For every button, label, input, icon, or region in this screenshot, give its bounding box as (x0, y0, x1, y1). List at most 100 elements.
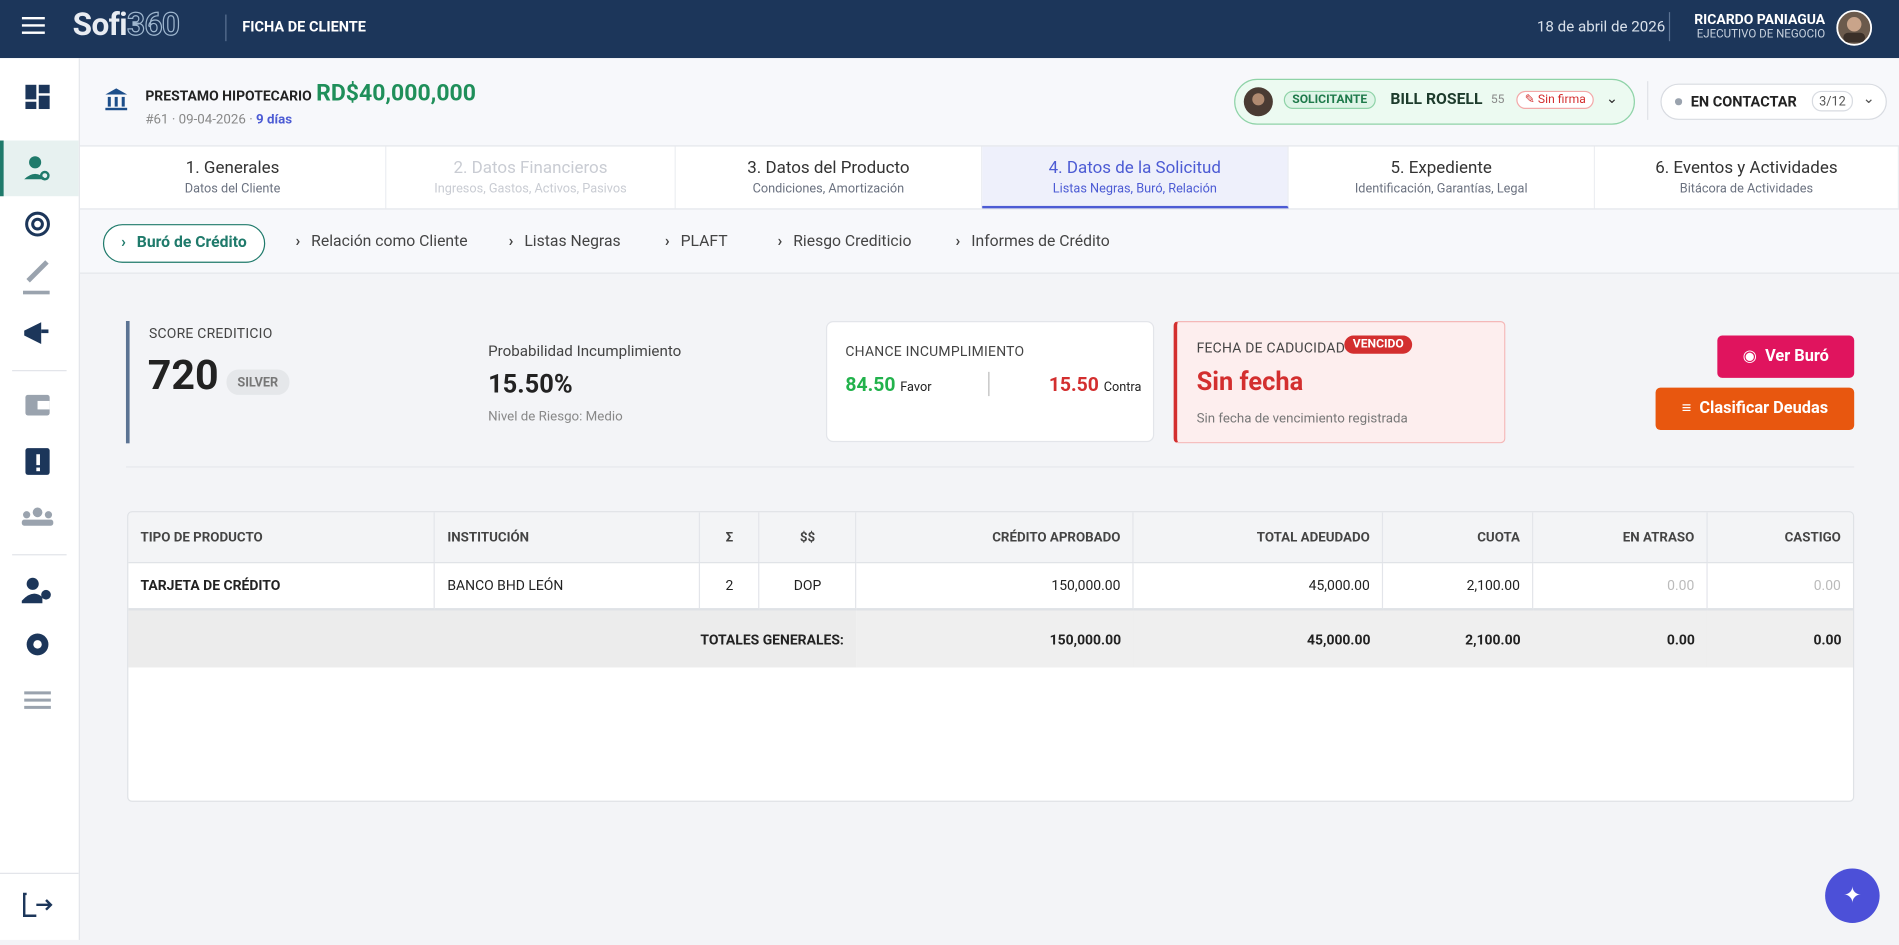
chance-favor: 84.50 Favor (845, 373, 931, 396)
favor-value: 84.50 (845, 373, 896, 397)
menu-icon[interactable] (21, 16, 46, 36)
score-tier: SILVER (226, 369, 290, 395)
user-role: EJECUTIVO DE NEGOCIO (1696, 27, 1826, 42)
subtab-label: Informes de Crédito (971, 232, 1110, 251)
status-step: 3/12 (1811, 90, 1854, 112)
table-cell: 2 (699, 562, 760, 611)
contra-label: Contra (1103, 379, 1142, 395)
applicant-age: 55 (1490, 93, 1505, 107)
tab-bar: 1. Generales Datos del Cliente 2. Datos Fi… (79, 146, 1899, 210)
score-value: 720 (147, 351, 219, 400)
totals-row: TOTALES GENERALES: 150,000.00 45,000.00 2,1… (128, 609, 1853, 668)
column-header: CRÉDITO APROBADO (855, 512, 1134, 563)
tab-title: 6. Eventos y Actividades (1655, 158, 1838, 179)
status-chip[interactable]: EN CONTACTAR 3/12 ⌄ (1660, 83, 1887, 120)
tab[interactable]: 5. Expediente Identificación, Garantías, … (1289, 146, 1596, 209)
column-header: CASTIGO (1707, 512, 1853, 563)
total-cell: 2,100.00 (1382, 609, 1533, 668)
table-cell: 45,000.00 (1133, 562, 1384, 611)
subtab[interactable]: › Riesgo Crediticio (778, 224, 912, 260)
view-bureau-text: Ver Buró (1765, 346, 1829, 366)
tab[interactable]: 3. Datos del Producto Condiciones, Amorti… (676, 146, 983, 209)
user-avatar[interactable] (1836, 9, 1873, 46)
assistant-button[interactable]: ✦ (1825, 868, 1880, 924)
header-row: TIPO DE PRODUCTO INSTITUCIÓN Σ $$ CRÉDITO AP… (128, 512, 1853, 563)
column-header: TIPO DE PRODUCTO (128, 512, 436, 563)
chance-card: CHANCE INCUMPLIMIENTO 84.50 Favor 15.50 … (825, 320, 1155, 443)
tab-subtitle: Bitácora de Actividades (1679, 180, 1814, 197)
total-cell: 0.00 (1532, 609, 1708, 668)
loan-product: PRESTAMO HIPOTECARIO (145, 87, 312, 105)
sidebar-icons (0, 84, 79, 917)
status-label: EN CONTACTAR (1690, 93, 1797, 111)
top-bar: Sofi360 FICHA DE CLIENTE 18 de abril de … (0, 0, 1899, 59)
section-title: FICHA DE CLIENTE (242, 18, 366, 36)
total-cell: 0.00 (1707, 609, 1853, 668)
expiry-value: Sin fecha (1196, 368, 1304, 398)
subtab[interactable]: › PLAFT (665, 224, 728, 260)
debts-table: TIPO DE PRODUCTO INSTITUCIÓN Σ $$ CRÉDITO AP… (128, 512, 1853, 668)
tab-subtitle: Ingresos, Gastos, Activos, Pasivos (434, 180, 627, 197)
applicant-role: SOLICITANTE (1283, 90, 1376, 110)
tab[interactable]: 6. Eventos y Actividades Bitácora de Acti… (1595, 146, 1899, 209)
loan-amount: RD$40,000,000 (316, 78, 476, 107)
subtab[interactable]: › Buró de Crédito (102, 224, 265, 263)
chance-contra: 15.50 Contra (1049, 373, 1142, 396)
favor-label: Favor (900, 379, 932, 395)
subtab-label: PLAFT (680, 232, 728, 251)
loan-bar: PRESTAMO HIPOTECARIO RD$40,000,000 #61 ·… (79, 58, 1899, 147)
tab-subtitle: Condiciones, Amortización (752, 180, 905, 197)
expiry-card: FECHA DE CADUCIDAD VENCIDO Sin fecha Sin… (1173, 320, 1506, 444)
brand-b: 360 (126, 7, 180, 45)
tab-subtitle: Listas Negras, Buró, Relación (1052, 180, 1217, 197)
tab[interactable]: 1. Generales Datos del Cliente (80, 146, 387, 209)
expiry-badge: VENCIDO (1344, 335, 1413, 354)
risk-level: Nivel de Riesgo: Medio (488, 408, 623, 424)
subtab[interactable]: › Informes de Crédito (956, 224, 1110, 260)
tab-title: 2. Datos Financieros (453, 158, 608, 179)
loan-meta: #61 · 09-04-2026 · 9 días (145, 111, 293, 128)
subtab[interactable]: › Relación como Cliente (296, 224, 468, 260)
table-cell: DOP (759, 562, 857, 611)
tab[interactable]: 4. Datos de la Solicitud Listas Negras, B… (982, 146, 1289, 209)
chevron: › (121, 233, 126, 252)
table-cell: TARJETA DE CRÉDITO (128, 562, 436, 611)
applicant-name: BILL ROSELL (1390, 90, 1483, 110)
subtab-bar: › Buró de Crédito › Relación como Cliente › L… (79, 209, 1899, 274)
subtab-label: Relación como Cliente (311, 232, 468, 251)
totals-label: TOTALES GENERALES: (700, 630, 844, 648)
table-cell: 150,000.00 (855, 562, 1134, 611)
applicant-chip[interactable]: SOLICITANTE BILL ROSELL 55 ✎ Sin firma ⌄ (1234, 78, 1635, 125)
subtab[interactable]: › Listas Negras (509, 224, 621, 260)
tab-title: 1. Generales (185, 158, 280, 179)
tab[interactable]: 2. Datos Financieros Ingresos, Gastos, Ac… (386, 146, 676, 209)
tab-subtitle: Datos del Cliente (184, 180, 281, 197)
subtab-label: Buró de Crédito (136, 233, 247, 252)
classify-debts-button[interactable]: ≡ Clasificar Deudas (1655, 387, 1855, 431)
subtab-label: Listas Negras (524, 232, 621, 251)
bank-icon (105, 88, 128, 111)
column-header: TOTAL ADEUDADO (1133, 512, 1384, 563)
applicant-toggle[interactable]: ⌄ (1605, 89, 1619, 107)
tab-title: 5. Expediente (1390, 158, 1492, 179)
user-name[interactable]: RICARDO PANIAGUA (1694, 10, 1826, 28)
view-bureau-button[interactable]: ◉ Ver Buró (1717, 335, 1855, 378)
signature-badge: ✎ Sin firma (1516, 90, 1595, 110)
probability-value: 15.50% (488, 370, 573, 400)
column-header: EN ATRASO (1532, 512, 1708, 563)
debts-table-card: TIPO DE PRODUCTO INSTITUCIÓN Σ $$ CRÉDITO AP… (127, 511, 1855, 802)
column-header: Σ (699, 512, 760, 563)
column-header: $$ (759, 512, 857, 563)
brand-a: Sofi (72, 7, 128, 44)
table-cell: 0.00 (1532, 562, 1708, 611)
chance-label: CHANCE INCUMPLIMIENTO (845, 342, 1025, 360)
table-cell: BANCO BHD LEÓN (434, 562, 701, 611)
column-header: CUOTA (1382, 512, 1534, 563)
classify-debts-text: Clasificar Deudas (1699, 398, 1829, 418)
chevron: › (664, 232, 670, 251)
subtab-label: Riesgo Crediticio (793, 232, 912, 251)
table-cell: 0.00 (1707, 562, 1853, 611)
brand[interactable]: Sofi360 (72, 7, 181, 45)
